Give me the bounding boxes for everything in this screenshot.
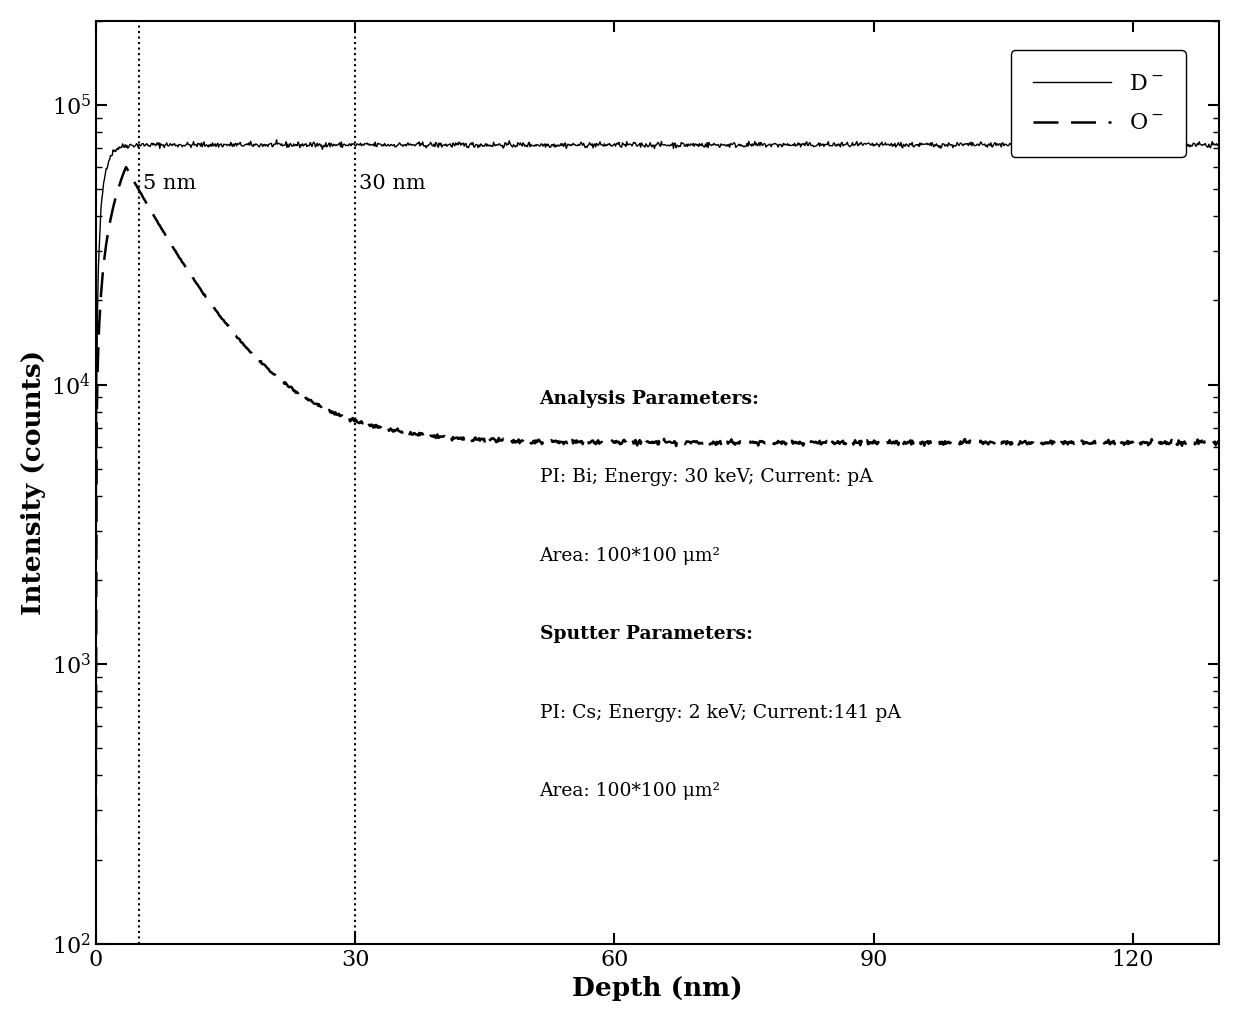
D$^-$ (1094, 141, 1109, 153)
O$^-$ (88, 853, 103, 866)
D$^-$ (728, 141, 743, 153)
Line: D$^-$: D$^-$ (95, 140, 1219, 777)
Y-axis label: Intensity (counts): Intensity (counts) (21, 350, 46, 615)
Text: Sputter Parameters:: Sputter Parameters: (539, 625, 753, 643)
D$^-$ (785, 139, 800, 151)
O$^-$ (119, 161, 134, 174)
Text: PI: Bi; Energy: 30 keV; Current: pA: PI: Bi; Energy: 30 keV; Current: pA (539, 468, 872, 486)
D$^-$ (112, 141, 126, 153)
D$^-$ (269, 134, 284, 146)
O$^-$ (112, 180, 126, 192)
O$^-$ (1211, 437, 1226, 450)
O$^-$ (728, 437, 743, 450)
Text: 5 nm: 5 nm (144, 174, 197, 193)
D$^-$ (97, 173, 112, 185)
Text: Area: 100*100 μm²: Area: 100*100 μm² (539, 782, 720, 800)
X-axis label: Depth (nm): Depth (nm) (572, 976, 743, 1002)
Text: Area: 100*100 μm²: Area: 100*100 μm² (539, 547, 720, 565)
O$^-$ (1094, 436, 1109, 449)
Legend: D$^-$, O$^-$: D$^-$, O$^-$ (1011, 50, 1185, 156)
Text: 30 nm: 30 nm (360, 174, 427, 193)
O$^-$ (97, 251, 112, 264)
D$^-$ (590, 139, 605, 151)
Text: Analysis Parameters:: Analysis Parameters: (539, 390, 760, 408)
Line: O$^-$: O$^-$ (95, 168, 1219, 860)
O$^-$ (590, 434, 605, 447)
O$^-$ (785, 434, 800, 447)
D$^-$ (88, 771, 103, 783)
D$^-$ (1211, 138, 1226, 150)
Text: PI: Cs; Energy: 2 keV; Current:141 pA: PI: Cs; Energy: 2 keV; Current:141 pA (539, 704, 900, 722)
